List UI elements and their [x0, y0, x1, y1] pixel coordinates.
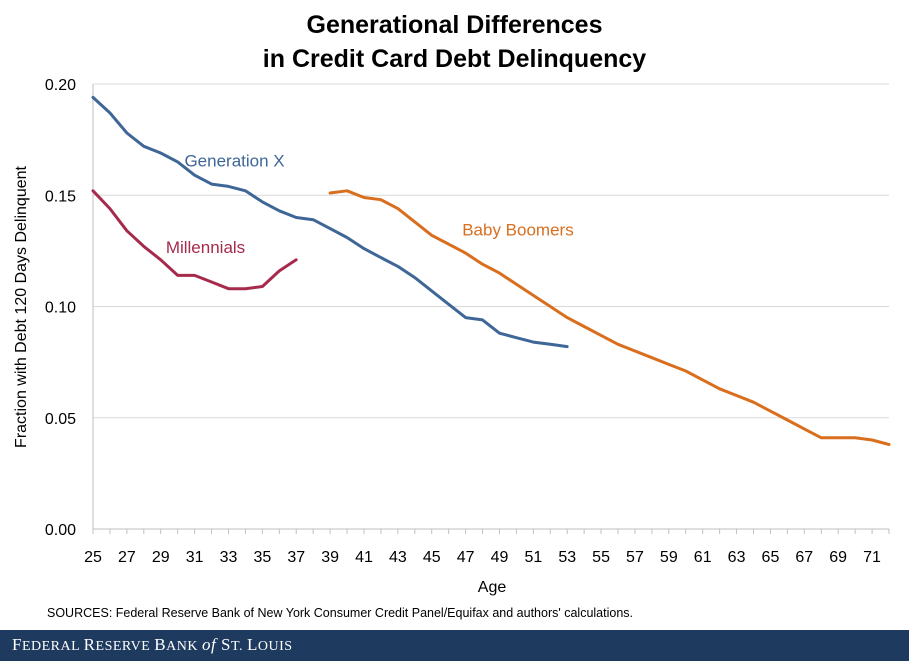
- x-tick-label: 61: [694, 549, 712, 566]
- series-labels: Generation X Millennials Baby Boomers: [166, 151, 574, 257]
- y-tick-labels: 0.00 0.05 0.10 0.15 0.20: [45, 77, 76, 539]
- series-label-generation-x: Generation X: [184, 151, 284, 170]
- y-axis-label: Fraction with Debt 120 Days Delinquent: [13, 165, 30, 447]
- footer-logo-text: FEDERAL RESERVE BANK of ST. LOUIS: [12, 635, 293, 655]
- x-tick-label: 47: [457, 549, 475, 566]
- x-tick-label: 43: [389, 549, 407, 566]
- x-tick-label: 33: [220, 549, 238, 566]
- footer-text-part: L: [246, 635, 258, 654]
- x-tick-label: 51: [524, 549, 542, 566]
- y-tick-label: 0.20: [45, 77, 76, 94]
- footer-text-part: OUIS: [257, 639, 293, 654]
- series-label-millennials: Millennials: [166, 238, 245, 257]
- footer-text-part: B: [154, 635, 167, 654]
- x-tick-label: 39: [321, 549, 339, 566]
- footer-text-part: ANK: [166, 639, 202, 654]
- footer-text-part: T.: [230, 639, 247, 654]
- footer-text-part: EDERAL: [21, 639, 84, 654]
- y-tick-label: 0.15: [45, 188, 76, 205]
- footer-text-part: of: [201, 635, 217, 654]
- x-tick-label: 41: [355, 549, 373, 566]
- chart-title-line-2: in Credit Card Debt Delinquency: [262, 45, 647, 73]
- footer-text-part: ESERVE: [95, 639, 155, 654]
- x-tick-label: 67: [795, 549, 813, 566]
- x-tick-label: 55: [592, 549, 610, 566]
- x-tick-label: 25: [84, 549, 102, 566]
- x-tick-label: 63: [728, 549, 746, 566]
- x-tick-label: 37: [287, 549, 305, 566]
- x-axis-label: Age: [478, 579, 507, 596]
- series-lines: [91, 95, 891, 446]
- x-tick-label: 49: [491, 549, 509, 566]
- x-tick-label: 65: [762, 549, 780, 566]
- x-tick-label: 27: [118, 549, 136, 566]
- chart-title-line-1: Generational Differences: [306, 11, 603, 39]
- chart-title: Generational Differences in Credit Card …: [0, 8, 909, 76]
- x-tick-label: 53: [558, 549, 576, 566]
- x-tick-label: 29: [152, 549, 170, 566]
- series-line-baby-boomers: [328, 189, 891, 446]
- sources-note: SOURCES: Federal Reserve Bank of New Yor…: [47, 606, 634, 620]
- x-tick-labels: 25 27 29 31 33 35 37 39 41 43 45 47 49 51 53 55 57 59 61 63…: [84, 549, 881, 566]
- x-tick-label: 45: [423, 549, 441, 566]
- footer-text-part: F: [12, 635, 22, 654]
- series-line-generation-x: [91, 95, 569, 349]
- x-tick-label: 57: [626, 549, 644, 566]
- footer-bar: FEDERAL RESERVE BANK of ST. LOUIS: [0, 630, 909, 661]
- x-tick-label: 31: [186, 549, 204, 566]
- y-tick-label: 0.05: [45, 411, 76, 428]
- x-tick-label: 35: [253, 549, 271, 566]
- series-line-millennials: [91, 189, 298, 291]
- series-label-baby-boomers: Baby Boomers: [462, 220, 574, 239]
- axes: [92, 84, 890, 534]
- footer-text-part: S: [216, 635, 231, 654]
- grid-lines: [93, 83, 889, 419]
- y-tick-label: 0.00: [45, 522, 76, 539]
- x-tick-label: 71: [863, 549, 881, 566]
- y-tick-label: 0.10: [45, 300, 76, 317]
- footer-text-part: R: [83, 635, 96, 654]
- x-tick-label: 59: [660, 549, 678, 566]
- x-tick-label: 69: [829, 549, 847, 566]
